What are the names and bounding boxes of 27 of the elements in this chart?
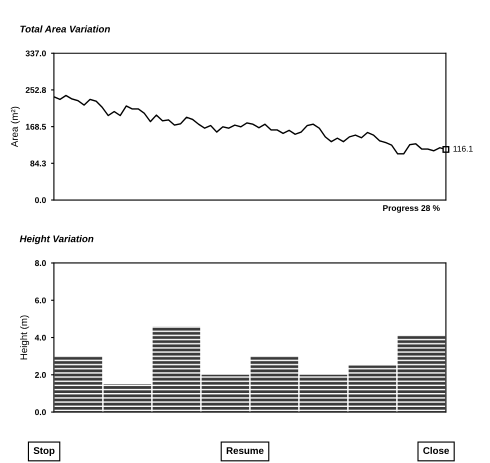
bar [104,384,152,412]
bar [152,326,200,412]
chart-title: Height Variation [20,235,94,244]
chart-title: Total Area Variation [20,25,110,33]
bar [202,374,250,412]
bar [54,356,102,412]
bar [250,356,298,412]
y-tick-label: 337.0 [26,50,46,56]
y-tick-label: 84.3 [30,160,46,166]
text: Stop [34,447,54,456]
text: Progress 28 % [383,205,440,213]
y-tick-label: 0.0 [35,409,46,416]
y-tick-label: 4.0 [34,334,46,341]
y-tick-label: 168.5 [26,124,46,130]
y-tick-label: 252.8 [26,87,46,94]
text: Close [423,446,450,454]
y-axis-title: Area (m²) [10,106,20,148]
y-axis-title: Height (m) [20,315,30,360]
y-tick-label: 6.0 [34,297,46,304]
bar [300,374,348,412]
y-tick-label: 2.0 [34,372,46,378]
text: Resume [226,447,264,454]
bar [398,336,446,412]
y-tick-label: 0.0 [35,197,46,204]
bar [348,365,396,412]
y-tick-label: 8.0 [34,260,46,266]
text: 116.1 [453,146,473,152]
